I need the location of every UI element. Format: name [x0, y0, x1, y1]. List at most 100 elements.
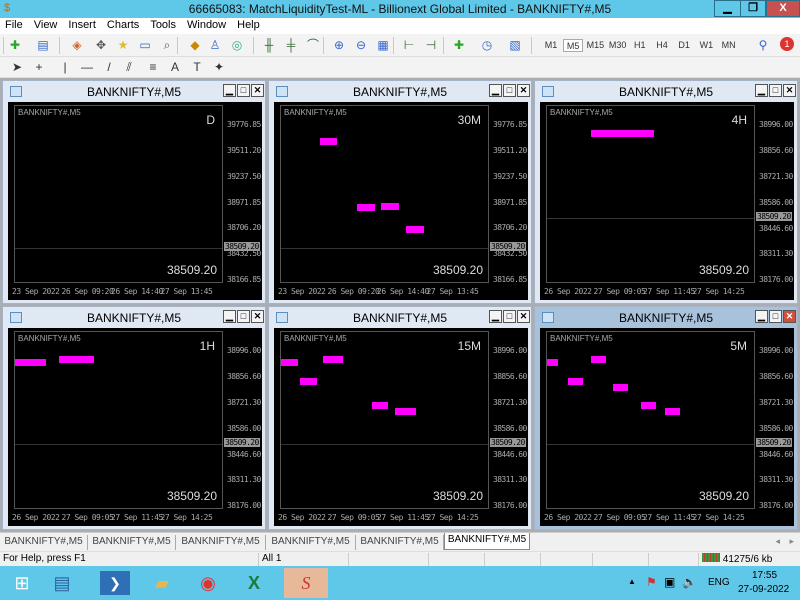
clock-time[interactable]: 17:55: [752, 570, 778, 581]
timeframe-d1[interactable]: D1: [678, 40, 690, 50]
meta-editor-icon[interactable]: ♙: [209, 38, 221, 52]
close-chart-button[interactable]: ✕: [517, 310, 530, 323]
profiles-icon[interactable]: ▤: [37, 38, 49, 52]
search-icon[interactable]: ⚲: [758, 38, 768, 52]
minimize-chart-button[interactable]: ▁: [223, 84, 236, 97]
close-chart-button[interactable]: ✕: [783, 84, 796, 97]
minimize-button[interactable]: ▁: [714, 0, 741, 17]
timeframe-h4[interactable]: H4: [656, 40, 668, 50]
plot-area[interactable]: BANKNIFTY#,M5 30M 38509.20: [280, 105, 489, 283]
file-explorer-icon[interactable]: ▰: [155, 573, 169, 593]
excel-icon[interactable]: X: [247, 573, 260, 593]
timeframe-m15[interactable]: M15: [586, 40, 605, 50]
restore-button[interactable]: ❐: [740, 0, 766, 17]
text-icon[interactable]: A: [170, 60, 179, 74]
chart-canvas[interactable]: BANKNIFTY#,M5 5M 38509.20 38996.00 38856.60 3…: [540, 328, 794, 526]
chart-tab[interactable]: BANKNIFTY#,M5: [356, 535, 444, 550]
server-manager-icon[interactable]: ▤: [53, 573, 71, 593]
minimize-chart-button[interactable]: ▁: [489, 84, 502, 97]
terminal-icon[interactable]: ▭: [139, 38, 151, 52]
timeframe-m5[interactable]: M5: [563, 39, 584, 52]
chart-canvas[interactable]: BANKNIFTY#,M5 4H 38509.20 38996.00 38856.60 3…: [540, 102, 794, 300]
close-chart-button[interactable]: ✕: [251, 310, 264, 323]
timeframe-mn[interactable]: MN: [721, 40, 736, 50]
chart-window-1h[interactable]: BANKNIFTY#,M5 ▁ □ ✕ BANKNIFTY#,M5 1H 38509.20 3…: [2, 306, 266, 530]
alerts-badge[interactable]: 1: [780, 37, 794, 51]
chart-canvas[interactable]: BANKNIFTY#,M5 15M 38509.20 38996.00 38856.60…: [274, 328, 528, 526]
maximize-chart-button[interactable]: □: [503, 310, 516, 323]
minimize-chart-button[interactable]: ▁: [755, 84, 768, 97]
maximize-chart-button[interactable]: □: [237, 310, 250, 323]
strategy-tester-icon[interactable]: ⌕: [163, 38, 171, 52]
maximize-chart-button[interactable]: □: [237, 84, 250, 97]
close-button[interactable]: X: [766, 0, 800, 17]
trading-terminal-taskbar-icon[interactable]: S: [284, 568, 328, 598]
menu-help[interactable]: Help: [237, 19, 260, 31]
tab-scroll-left-icon[interactable]: ◂: [775, 536, 780, 546]
chart-window-5m[interactable]: BANKNIFTY#,M5 ▁ □ ✕ BANKNIFTY#,M5 5M 38509.20 3…: [534, 306, 798, 530]
timeframe-w1[interactable]: W1: [699, 40, 714, 50]
cursor-icon[interactable]: ➤: [11, 60, 23, 74]
plot-area[interactable]: BANKNIFTY#,M5 5M 38509.20: [546, 331, 755, 509]
zoom-out-icon[interactable]: ⊖: [355, 38, 367, 52]
chart-tab[interactable]: BANKNIFTY#,M5: [444, 533, 530, 550]
market-watch-icon[interactable]: ◈: [72, 38, 82, 52]
new-chart-icon[interactable]: ✚: [9, 38, 21, 52]
menu-tools[interactable]: Tools: [150, 19, 176, 31]
action-center-icon[interactable]: ⚑: [646, 575, 657, 589]
signals-icon[interactable]: ◎: [231, 38, 243, 52]
chart-canvas[interactable]: BANKNIFTY#,M5 1H 38509.20 38996.00 38856.60 3…: [8, 328, 262, 526]
chart-canvas[interactable]: BANKNIFTY#,M5 D 38509.20 39776.85 39511.20 39…: [8, 102, 262, 300]
candlestick-icon[interactable]: ╪: [286, 38, 296, 52]
vertical-line-icon[interactable]: |: [63, 60, 67, 74]
chart-canvas[interactable]: BANKNIFTY#,M5 30M 38509.20 39776.85 39511.20…: [274, 102, 528, 300]
maximize-chart-button[interactable]: □: [503, 84, 516, 97]
chart-tab[interactable]: BANKNIFTY#,M5: [0, 535, 88, 550]
network-icon[interactable]: ▣: [664, 575, 676, 589]
chart-tab[interactable]: BANKNIFTY#,M5: [88, 535, 176, 550]
tile-windows-icon[interactable]: ▦: [377, 38, 389, 52]
navigator-icon[interactable]: ★: [117, 38, 129, 52]
indicators-icon[interactable]: ✚: [453, 38, 465, 52]
chart-shift-icon[interactable]: ⊣: [425, 38, 437, 52]
powershell-icon[interactable]: ❯: [100, 571, 130, 595]
minimize-chart-button[interactable]: ▁: [223, 310, 236, 323]
show-hidden-icons[interactable]: ▲: [628, 577, 636, 586]
data-window-icon[interactable]: ✥: [95, 38, 107, 52]
chart-tab[interactable]: BANKNIFTY#,M5: [176, 535, 266, 550]
zoom-in-icon[interactable]: ⊕: [333, 38, 345, 52]
plot-area[interactable]: BANKNIFTY#,M5 1H 38509.20: [14, 331, 223, 509]
scroll-chart-icon[interactable]: ⊢: [403, 38, 415, 52]
trendline-icon[interactable]: /: [107, 60, 111, 74]
templates-icon[interactable]: ▧: [509, 38, 521, 52]
text-label-icon[interactable]: T: [193, 60, 201, 74]
timeframe-m30[interactable]: M30: [608, 40, 627, 50]
volume-icon[interactable]: 🔈: [682, 575, 697, 589]
bar-chart-icon[interactable]: ╫: [264, 38, 274, 52]
keyboard-language[interactable]: ENG: [708, 577, 730, 588]
minimize-chart-button[interactable]: ▁: [489, 310, 502, 323]
chrome-icon[interactable]: ◉: [200, 573, 216, 593]
menu-file[interactable]: File: [5, 19, 23, 31]
start-button[interactable]: ⊞: [14, 573, 30, 593]
arrows-icon[interactable]: ✦: [213, 60, 225, 74]
menu-insert[interactable]: Insert: [68, 19, 96, 31]
chart-window-4h[interactable]: BANKNIFTY#,M5 ▁ □ ✕ BANKNIFTY#,M5 4H 38509.20 3…: [534, 80, 798, 304]
close-chart-button[interactable]: ✕: [251, 84, 264, 97]
chart-window-15m[interactable]: BANKNIFTY#,M5 ▁ □ ✕ BANKNIFTY#,M5 15M 38509.20…: [268, 306, 532, 530]
menu-charts[interactable]: Charts: [106, 19, 140, 31]
close-chart-button[interactable]: ✕: [517, 84, 530, 97]
fibonacci-icon[interactable]: ≡: [149, 60, 157, 74]
plot-area[interactable]: BANKNIFTY#,M5 4H 38509.20: [546, 105, 755, 283]
periods-icon[interactable]: ◷: [481, 38, 493, 52]
chart-window-d[interactable]: BANKNIFTY#,M5 ▁ □ ✕ BANKNIFTY#,M5 D 38509.20 39…: [2, 80, 266, 304]
maximize-chart-button[interactable]: □: [769, 310, 782, 323]
horizontal-line-icon[interactable]: —: [81, 60, 93, 74]
maximize-chart-button[interactable]: □: [769, 84, 782, 97]
autotrading-icon[interactable]: ◆: [190, 38, 200, 52]
tab-scroll-right-icon[interactable]: ▸: [789, 536, 794, 546]
minimize-chart-button[interactable]: ▁: [755, 310, 768, 323]
close-chart-button[interactable]: ✕: [783, 310, 796, 323]
chart-window-30m[interactable]: BANKNIFTY#,M5 ▁ □ ✕ BANKNIFTY#,M5 30M 38509.20…: [268, 80, 532, 304]
timeframe-h1[interactable]: H1: [634, 40, 646, 50]
